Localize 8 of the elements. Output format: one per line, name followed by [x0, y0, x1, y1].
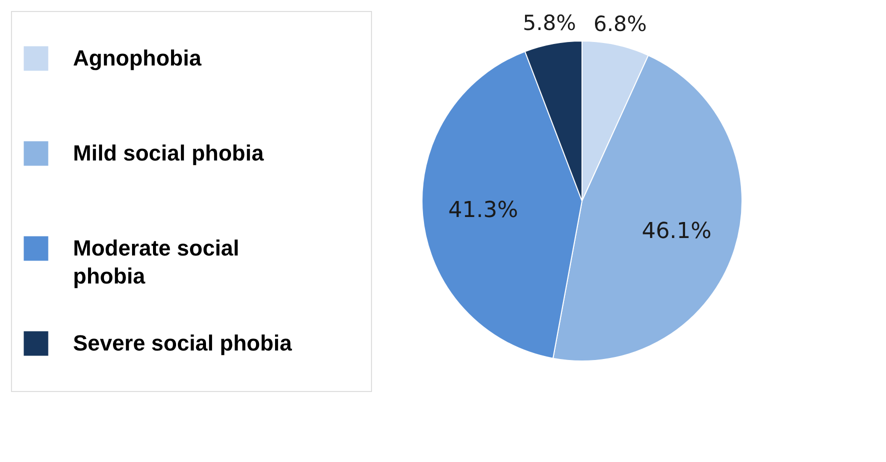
data-label: 5.8%	[522, 10, 576, 35]
data-label: 46.1%	[642, 218, 712, 244]
data-label: 41.3%	[448, 198, 518, 224]
legend-label: Moderate social phobia	[73, 236, 240, 288]
legend-label: Agnophobia	[73, 46, 202, 70]
legend-label: Mild social phobia	[73, 140, 264, 166]
legend-label: Severe social phobia	[73, 330, 293, 356]
data-label: 6.8%	[593, 12, 647, 36]
